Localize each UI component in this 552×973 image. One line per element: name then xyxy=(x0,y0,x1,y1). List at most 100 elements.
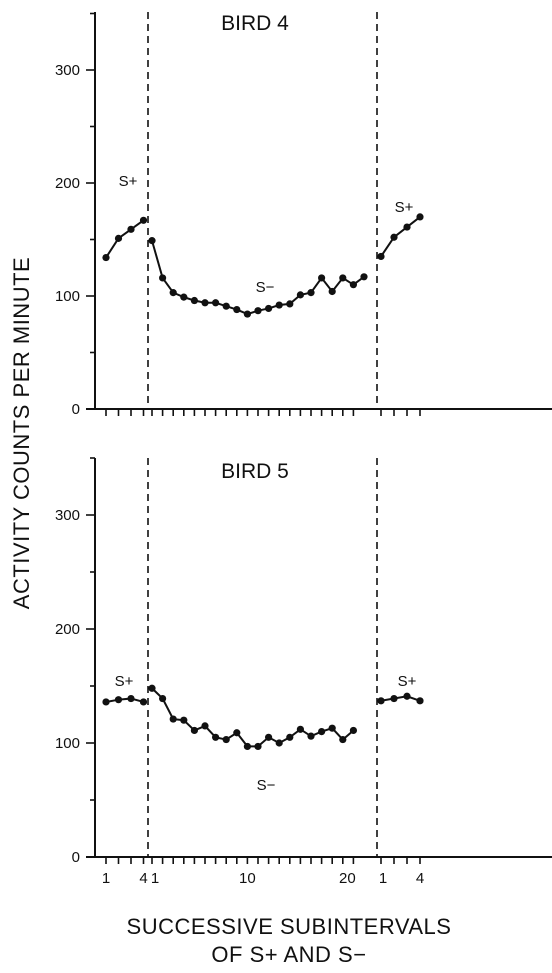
x-axis-title-line-1: SUCCESSIVE SUBINTERVALS xyxy=(127,914,452,939)
x-tick-label: 1 xyxy=(379,870,387,887)
series-line xyxy=(380,695,421,702)
data-point xyxy=(159,694,167,703)
data-point xyxy=(403,692,411,700)
data-point xyxy=(201,299,209,307)
x-ticks xyxy=(105,857,421,864)
x-axis-title-line-2: OF S+ AND S− xyxy=(211,942,366,967)
data-point xyxy=(114,234,123,242)
data-point xyxy=(339,735,347,744)
panel-title: BIRD 4 xyxy=(221,12,289,35)
data-point xyxy=(377,252,385,261)
x-tick-label: 1 xyxy=(151,870,159,887)
data-point xyxy=(212,299,220,307)
segment-label: S+ xyxy=(395,199,414,216)
data-point xyxy=(286,300,294,308)
data-point xyxy=(307,732,315,740)
data-point xyxy=(377,697,385,705)
series xyxy=(102,213,424,318)
data-point xyxy=(127,225,135,233)
data-point xyxy=(286,733,294,741)
data-point xyxy=(233,305,241,314)
data-point xyxy=(254,742,262,751)
panel-bird-4: BIRD 4 0 100 200 300 S+ S− S+ xyxy=(55,12,552,418)
data-point xyxy=(148,684,156,692)
segment-label: S− xyxy=(256,279,275,296)
data-point xyxy=(349,281,357,289)
segment-labels: S+ S− S+ xyxy=(119,173,414,296)
dividers xyxy=(147,12,378,409)
panel-title: BIRD 5 xyxy=(221,460,289,483)
data-point xyxy=(349,726,357,735)
data-point xyxy=(265,304,273,313)
data-point xyxy=(339,274,347,282)
data-point xyxy=(328,724,336,732)
data-point xyxy=(180,293,188,301)
data-point xyxy=(265,733,273,741)
series-line xyxy=(380,216,421,258)
data-point xyxy=(190,726,198,735)
y-tick-label: 0 xyxy=(72,401,80,418)
data-point xyxy=(222,302,230,310)
data-point xyxy=(190,296,198,305)
data-point xyxy=(233,729,241,737)
segment-labels: S+ S− S+ xyxy=(115,673,417,794)
x-tick-label: 1 xyxy=(102,870,110,887)
data-point xyxy=(275,301,283,309)
segment-label: S+ xyxy=(119,173,138,190)
segment-label: S+ xyxy=(398,673,417,690)
data-point xyxy=(169,715,177,723)
data-point xyxy=(416,213,424,221)
y-ticks: 0 100 200 300 xyxy=(55,12,95,418)
x-tick-label: 10 xyxy=(239,870,256,887)
y-tick-label: 200 xyxy=(55,175,80,192)
x-ticks xyxy=(105,409,421,416)
x-tick-labels: 1 4 1 10 20 1 4 xyxy=(102,870,424,887)
data-point xyxy=(139,698,148,706)
data-point xyxy=(243,310,251,318)
series xyxy=(102,684,424,751)
data-point xyxy=(148,237,156,245)
panel-bird-5: BIRD 5 0 100 200 300 S+ S− S+ xyxy=(55,457,552,866)
series-line xyxy=(151,240,365,316)
data-point xyxy=(296,725,304,733)
y-tick-label: 100 xyxy=(55,288,80,305)
y-ticks: 0 100 200 300 xyxy=(55,457,95,866)
x-tick-label: 20 xyxy=(339,870,356,887)
y-tick-label: 300 xyxy=(55,507,80,524)
series-line xyxy=(105,697,144,703)
data-point xyxy=(127,694,135,703)
y-tick-label: 100 xyxy=(55,735,80,752)
data-point xyxy=(114,696,123,704)
series-line xyxy=(105,219,145,259)
segment-label: S− xyxy=(257,777,276,794)
data-point xyxy=(328,287,336,296)
y-tick-label: 0 xyxy=(72,849,80,866)
data-point xyxy=(390,694,398,703)
data-point xyxy=(201,722,209,730)
data-point xyxy=(243,742,251,751)
x-tick-label: 4 xyxy=(139,870,147,887)
y-axis-title: ACTIVITY COUNTS PER MINUTE xyxy=(9,257,34,609)
y-tick-label: 200 xyxy=(55,621,80,638)
data-point xyxy=(169,289,177,297)
data-point xyxy=(318,728,326,736)
y-tick-label: 300 xyxy=(55,62,80,79)
data-point xyxy=(403,223,411,231)
data-point xyxy=(416,697,424,705)
data-point xyxy=(254,307,262,315)
data-point xyxy=(102,253,110,262)
data-point xyxy=(296,291,304,299)
data-point xyxy=(159,274,167,282)
data-point xyxy=(180,716,188,724)
x-tick-label: 4 xyxy=(416,870,424,887)
data-point xyxy=(307,289,315,297)
data-point xyxy=(275,739,283,747)
segment-label: S+ xyxy=(115,673,134,690)
data-point xyxy=(318,274,326,282)
data-point xyxy=(139,216,148,224)
data-point xyxy=(212,733,220,741)
dividers xyxy=(147,458,378,857)
data-point xyxy=(102,698,110,706)
data-point xyxy=(222,735,230,744)
